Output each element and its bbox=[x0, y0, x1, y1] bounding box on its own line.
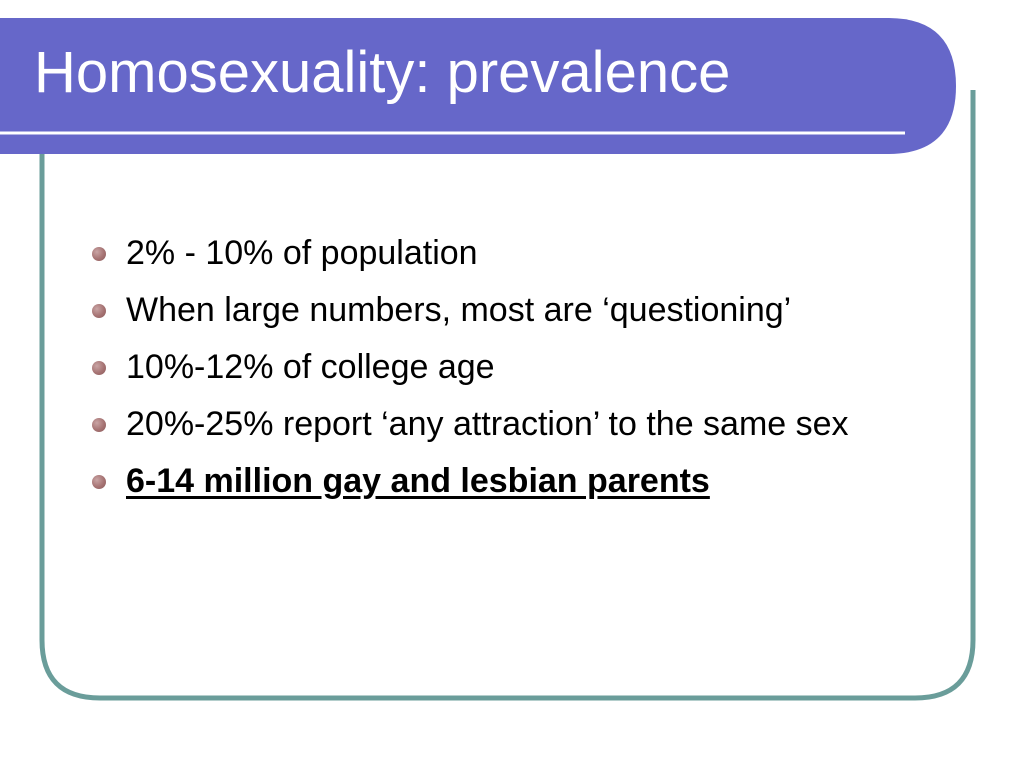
bullet-list: 2% - 10% of population When large number… bbox=[88, 230, 888, 515]
slide-title: Homosexuality: prevalence bbox=[34, 40, 731, 105]
bullet-item: 2% - 10% of population bbox=[88, 230, 888, 277]
bullet-text: 20%-25% report ‘any attraction’ to the s… bbox=[126, 405, 849, 443]
bullet-dot-icon bbox=[92, 247, 106, 261]
bullet-dot-icon bbox=[92, 304, 106, 318]
bullet-dot-icon bbox=[92, 418, 106, 432]
title-bar bbox=[0, 18, 956, 154]
bullet-item: 6-14 million gay and lesbian parents bbox=[88, 458, 888, 505]
bullet-dot-icon bbox=[92, 475, 106, 489]
bullet-dot-icon bbox=[92, 361, 106, 375]
content-frame bbox=[39, 90, 976, 701]
bullet-item: 20%-25% report ‘any attraction’ to the s… bbox=[88, 401, 888, 448]
bullet-text-emphasized: 6-14 million gay and lesbian parents bbox=[126, 462, 710, 500]
bullet-text: 2% - 10% of population bbox=[126, 234, 478, 272]
bullet-text: When large numbers, most are ‘questionin… bbox=[126, 291, 792, 329]
bullet-item: When large numbers, most are ‘questionin… bbox=[88, 287, 888, 334]
bullet-item: 10%-12% of college age bbox=[88, 344, 888, 391]
bullet-text: 10%-12% of college age bbox=[126, 348, 495, 386]
